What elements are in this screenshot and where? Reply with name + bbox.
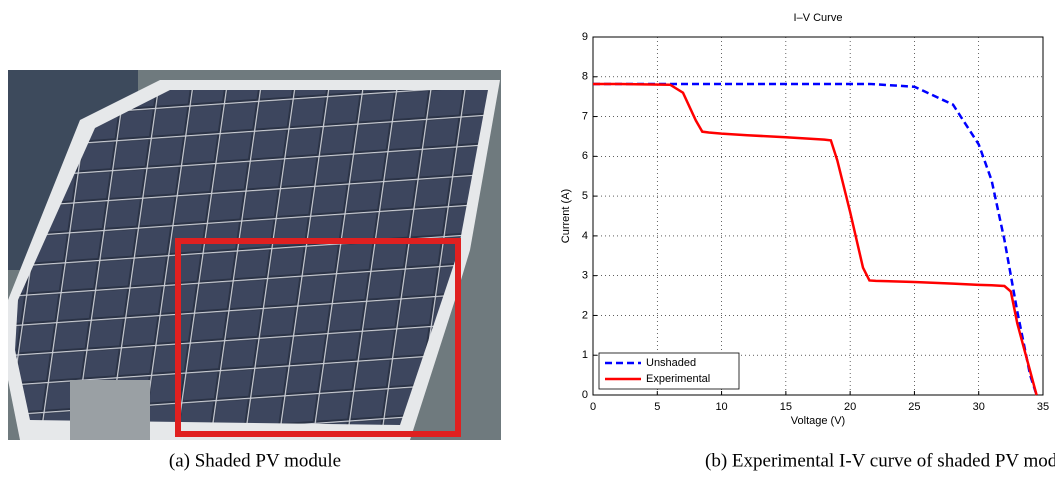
x-tick-label: 0 — [590, 401, 596, 413]
y-tick-label: 4 — [582, 230, 588, 242]
y-tick-label: 9 — [582, 31, 588, 43]
y-tick-label: 5 — [582, 190, 588, 202]
y-axis-label: Current (A) — [560, 189, 572, 243]
x-tick-label: 5 — [654, 401, 660, 413]
x-tick-label: 35 — [1037, 401, 1049, 413]
x-tick-label: 15 — [780, 401, 792, 413]
plot-frame — [592, 36, 1044, 396]
series-line — [593, 82, 1038, 396]
y-tick-label: 1 — [582, 349, 588, 361]
legend-label: Experimental — [646, 373, 710, 385]
caption: (b) Experimental I-V curve of shaded PV … — [705, 450, 1055, 471]
x-tick-label: 25 — [908, 401, 920, 413]
y-tick-label: 6 — [582, 150, 588, 162]
series-line — [593, 82, 1038, 396]
x-tick-label: 20 — [844, 401, 856, 413]
legend-box — [598, 352, 740, 390]
caption: (a) Shaded PV module — [169, 450, 341, 471]
legend-label: Unshaded — [646, 357, 696, 369]
y-tick-label: 3 — [582, 270, 588, 282]
y-tick-label: 8 — [582, 71, 588, 83]
x-tick-label: 10 — [715, 401, 727, 413]
chart-title: I–V Curve — [794, 12, 843, 24]
chart: I–V Curve Voltage (V) Current (A) 0 5 10 15… — [560, 12, 1049, 427]
x-tick-label: 30 — [973, 401, 985, 413]
photo — [8, 70, 501, 440]
y-tick-label: 7 — [582, 110, 588, 122]
y-tick-label: 2 — [582, 309, 588, 321]
x-axis-label: Voltage (V) — [791, 415, 845, 427]
y-tick-label: 0 — [582, 389, 588, 401]
